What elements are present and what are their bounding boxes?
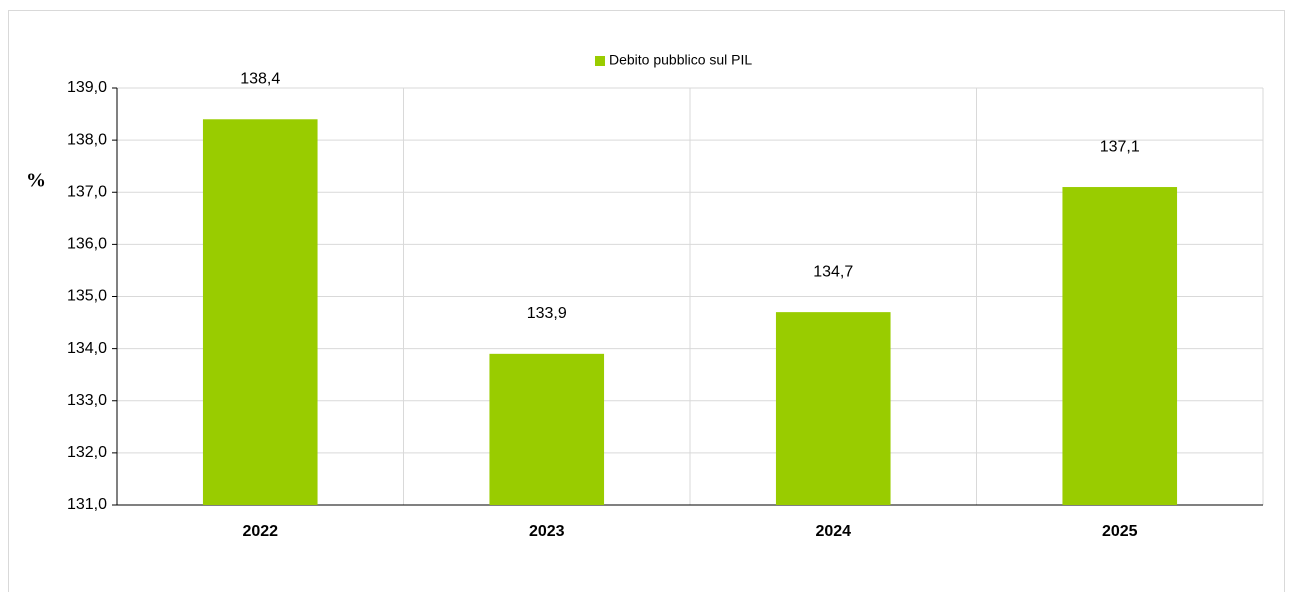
bar: [1062, 187, 1178, 505]
y-tick-label: 139,0: [67, 79, 107, 96]
y-axis-label: %: [26, 170, 46, 192]
bar: [489, 353, 605, 505]
value-label: 137,1: [1100, 138, 1140, 155]
y-tick-label: 134,0: [67, 340, 107, 357]
bar: [775, 312, 891, 505]
y-tick-label: 133,0: [67, 392, 107, 409]
value-label: 138,4: [240, 70, 280, 87]
y-tick-label: 137,0: [67, 183, 107, 200]
y-tick-label: 136,0: [67, 236, 107, 253]
legend-label: Debito pubblico sul PIL: [609, 52, 752, 68]
y-tick-label: 138,0: [67, 131, 107, 148]
x-tick-label: 2024: [815, 523, 851, 540]
y-tick-label: 132,0: [67, 444, 107, 461]
value-label: 133,9: [527, 305, 567, 322]
y-tick-label: 135,0: [67, 288, 107, 305]
x-tick-label: 2023: [529, 523, 565, 540]
y-tick-label: 131,0: [67, 496, 107, 513]
x-tick-label: 2022: [242, 523, 278, 540]
x-tick-label: 2025: [1102, 523, 1138, 540]
chart-border: [8, 10, 1285, 592]
value-label: 134,7: [813, 263, 853, 280]
bar: [202, 119, 318, 506]
legend-swatch: [595, 56, 605, 66]
